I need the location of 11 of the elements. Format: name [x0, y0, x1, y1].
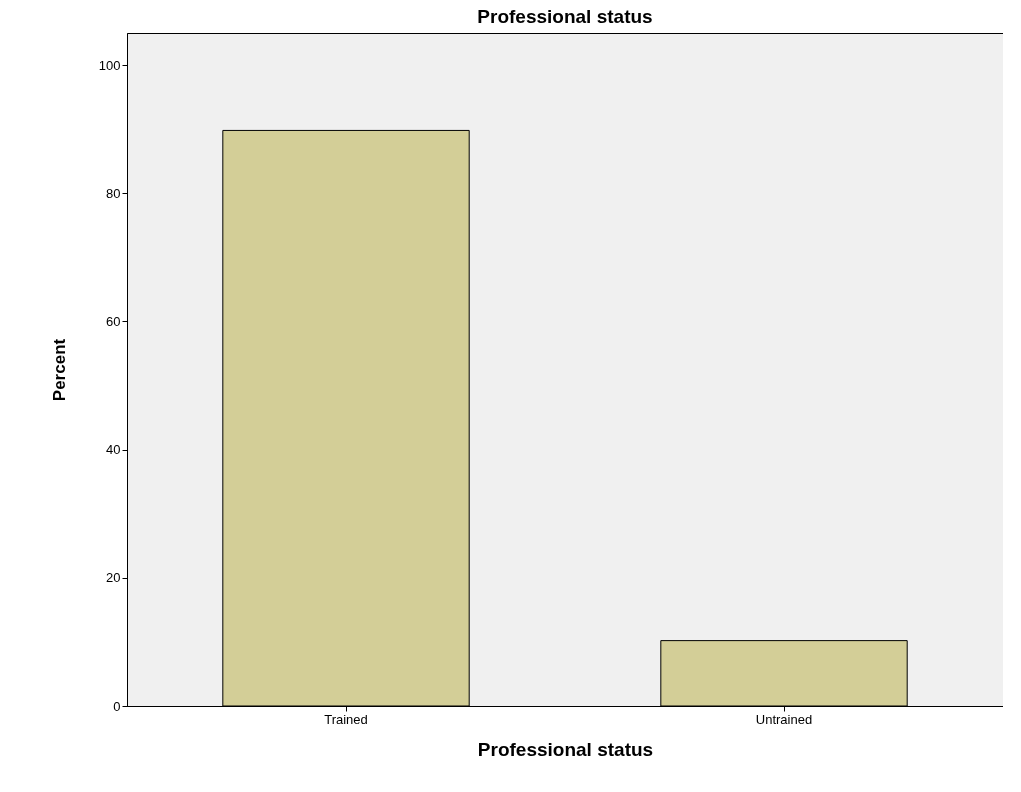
y-axis-title: Percent	[49, 338, 69, 402]
x-axis-title: Professional status	[477, 738, 654, 760]
y-tick-label: 60	[106, 313, 121, 329]
y-tick-label: 0	[113, 698, 121, 714]
y-tick-label: 100	[98, 57, 121, 73]
y-tick-label: 80	[106, 185, 121, 201]
x-tick-label: Untrained	[755, 711, 813, 727]
y-tick-label: 40	[106, 442, 121, 458]
x-tick-label: Trained	[324, 711, 368, 727]
y-tick-label: 20	[106, 570, 121, 586]
chart-title: Professional status	[477, 6, 653, 27]
